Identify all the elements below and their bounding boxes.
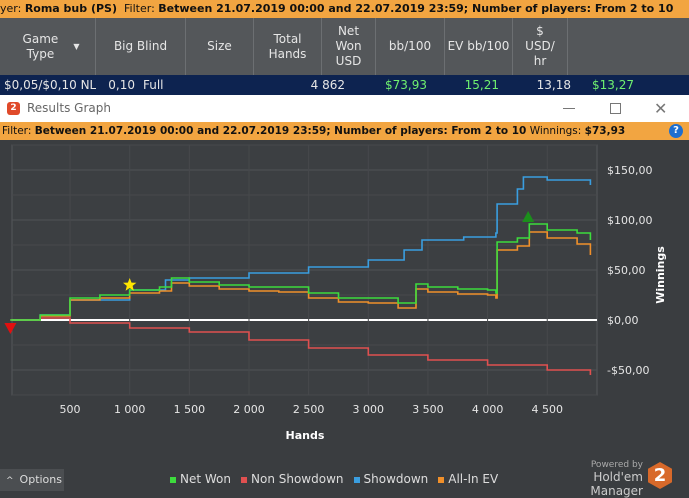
legend-item[interactable]: Net Won [170,472,231,486]
maximize-icon[interactable] [610,103,621,114]
sort-arrow-icon[interactable]: ▼ [73,42,80,51]
col-total-hands[interactable]: Total Hands [254,18,322,75]
top-filter-bar: yer: Roma bub (PS) Filter: Between 21.07… [0,0,689,18]
table-row[interactable]: $0,05/$0,10 NL 0,10 Full 4 862 $73,93 15… [0,75,689,95]
col-bb100[interactable]: bb/100 [376,18,445,75]
app-logo-icon: 2 [7,102,20,115]
legend-item[interactable]: Non Showdown [241,472,344,486]
graph-filter-bar: Filter: Between 21.07.2019 00:00 and 22.… [0,122,689,140]
x-tick-label: 3 000 [353,403,385,416]
x-tick-label: 1 500 [174,403,206,416]
legend-label: Net Won [180,472,231,486]
minimize-icon[interactable] [563,108,575,109]
help-icon[interactable]: ? [669,124,683,138]
hm2-logo: 2 [648,462,672,489]
series-non-showdown [10,317,592,375]
x-tick-label: 3 500 [412,403,444,416]
x-tick-label: 4 500 [531,403,563,416]
col-big-blind[interactable]: Big Blind [96,18,186,75]
legend-swatch-icon [353,476,360,483]
y-axis-label: Winnings [654,246,667,304]
col-size[interactable]: Size [186,18,254,75]
player-name: Roma bub (PS) [24,2,118,15]
legend-swatch-icon [438,476,445,483]
winnings-value: $73,93 [584,125,626,137]
legend-item[interactable]: All-In EV [438,472,498,486]
chevron-up-icon: ^ [6,476,14,486]
legend-swatch-icon [170,476,176,483]
col-game-type[interactable]: Game Type ▼ [0,18,96,75]
y-tick-label: $100,00 [607,214,653,227]
col-net-won[interactable]: Net Won USD [322,18,376,75]
col-ev-bb100[interactable]: EV bb/100 [445,18,513,75]
legend-label: All-In EV [448,472,499,486]
table-header: Game Type ▼ Big Blind Size Total Hands Ne… [0,18,689,75]
filter-text: Between 21.07.2019 00:00 and 22.07.2019 … [158,2,674,15]
x-tick-label: 4 000 [472,403,504,416]
y-tick-label: $0,00 [607,314,639,327]
col-usd-hr[interactable]: $ USD/ hr [513,18,568,75]
triangle-down-marker-icon [4,323,17,334]
legend-item[interactable]: Showdown [353,472,429,486]
star-marker-icon [123,278,137,291]
series-net-won [10,223,592,321]
options-button[interactable]: ^ Options [0,469,64,491]
series-all-in-ev [10,231,592,321]
y-tick-label: $50,00 [607,264,646,277]
y-tick-label: -$50,00 [607,364,649,377]
window-title: Results Graph [27,101,111,115]
x-tick-label: 2 000 [233,403,265,416]
x-tick-label: 500 [60,403,81,416]
x-tick-label: 1 000 [114,403,146,416]
legend-swatch-icon [241,476,247,483]
branding: Powered by Hold'em Manager [590,460,643,498]
triangle-up-marker-icon [522,211,535,222]
window-titlebar: 2 Results Graph ✕ [0,95,689,122]
x-axis-label: Hands [286,429,325,442]
legend-label: Showdown [363,472,429,486]
x-tick-label: 2 500 [293,403,325,416]
y-tick-label: $150,00 [607,164,653,177]
results-chart: $150,00 $100,00 $50,00 $0,00 -$50,00 500 1 000… [4,144,667,442]
legend-label: Non Showdown [251,472,344,486]
close-icon[interactable]: ✕ [654,99,668,118]
chart-legend: Net Won Non Showdown Showdown All-In EV [170,472,498,486]
